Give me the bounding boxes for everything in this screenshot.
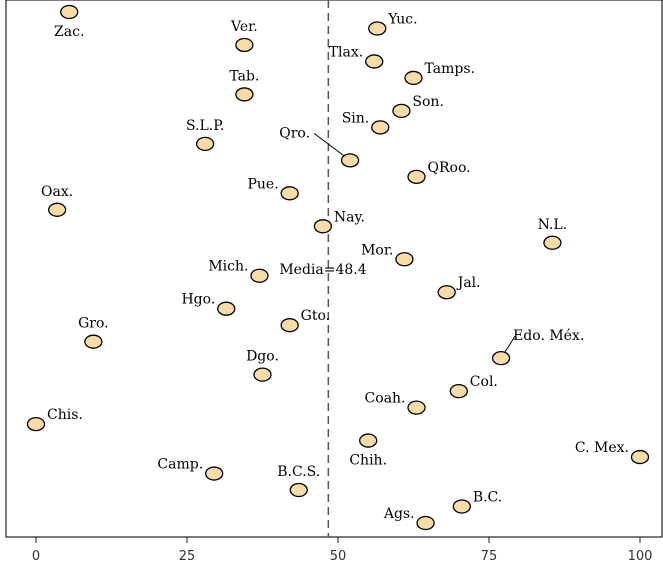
point-label: Zac. — [54, 24, 84, 40]
data-point — [235, 87, 254, 102]
data-point — [26, 416, 46, 432]
data-point — [407, 400, 426, 415]
data-point — [449, 383, 468, 399]
point-label: Qro. — [279, 125, 310, 141]
x-tick-label: 25 — [179, 549, 196, 564]
point-label: Chih. — [349, 453, 387, 469]
data-point — [416, 515, 435, 531]
point-label: B.C.S. — [277, 464, 320, 480]
point-label: Mor. — [361, 242, 393, 258]
point-label: B.C. — [473, 490, 502, 506]
point-label: Tab. — [229, 68, 259, 84]
point-label: Sin. — [342, 110, 370, 126]
point-label: Son. — [412, 94, 444, 110]
data-point — [368, 21, 387, 36]
data-point — [452, 499, 471, 514]
data-point — [313, 219, 333, 234]
point-label: Gto. — [301, 308, 330, 324]
data-point — [395, 252, 414, 267]
data-point — [630, 449, 650, 465]
x-axis: 0 25 50 75 100 — [32, 537, 653, 564]
point-label: Oax. — [41, 184, 73, 200]
point-label: Camp. — [157, 457, 203, 473]
data-point — [491, 351, 511, 366]
point-label: Jal. — [456, 275, 481, 291]
data-point — [340, 153, 360, 168]
point-label: Col. — [470, 374, 498, 390]
point-label: Nay. — [334, 209, 365, 225]
point-label: N.L. — [538, 217, 568, 233]
point-label: Edo. Méx. — [513, 328, 584, 344]
point-label: Ags. — [383, 506, 415, 522]
data-point — [365, 54, 384, 69]
data-point — [543, 235, 562, 250]
point-label: Coah. — [365, 391, 406, 407]
data-point — [47, 202, 67, 217]
data-point — [359, 433, 378, 448]
x-tick-label: 100 — [628, 549, 653, 564]
data-point — [392, 103, 411, 119]
point-label: C. Mex. — [575, 440, 629, 456]
point-label: Dgo. — [246, 349, 279, 365]
point-label: Hgo. — [181, 292, 215, 308]
data-point — [437, 285, 456, 300]
data-point — [407, 169, 426, 184]
x-tick-label: 75 — [481, 549, 498, 564]
point-label: QRoo. — [428, 160, 471, 176]
data-point — [289, 482, 308, 498]
point-label: Tamps. — [425, 61, 475, 77]
x-tick-label: 50 — [330, 549, 347, 564]
point-label: Gro. — [78, 316, 109, 332]
mean-reference-label: Media=48.4 — [279, 262, 366, 278]
data-point — [60, 4, 79, 20]
data-point — [250, 268, 269, 283]
point-label: Pue. — [248, 176, 279, 192]
data-point — [280, 318, 299, 333]
plot-frame — [5, 0, 663, 538]
data-point — [280, 186, 299, 201]
data-point — [253, 367, 272, 382]
point-label: S.L.P. — [186, 118, 224, 134]
data-point — [404, 70, 423, 86]
data-point — [195, 136, 215, 152]
point-label: Ver. — [230, 19, 258, 35]
data-point — [205, 466, 224, 481]
data-points: Zac. Yuc. Ver. Tlax. Tamps. Tab. Son. Sin. S.L.P… — [26, 4, 650, 531]
data-point — [235, 37, 254, 53]
point-label: Mich. — [208, 259, 248, 275]
x-tick-label: 0 — [32, 549, 40, 564]
point-label: Tlax. — [329, 44, 364, 60]
data-point — [84, 334, 103, 349]
point-label: Yuc. — [387, 11, 417, 27]
data-point — [217, 301, 236, 316]
point-label: Chis. — [47, 407, 83, 423]
data-point — [371, 120, 390, 135]
